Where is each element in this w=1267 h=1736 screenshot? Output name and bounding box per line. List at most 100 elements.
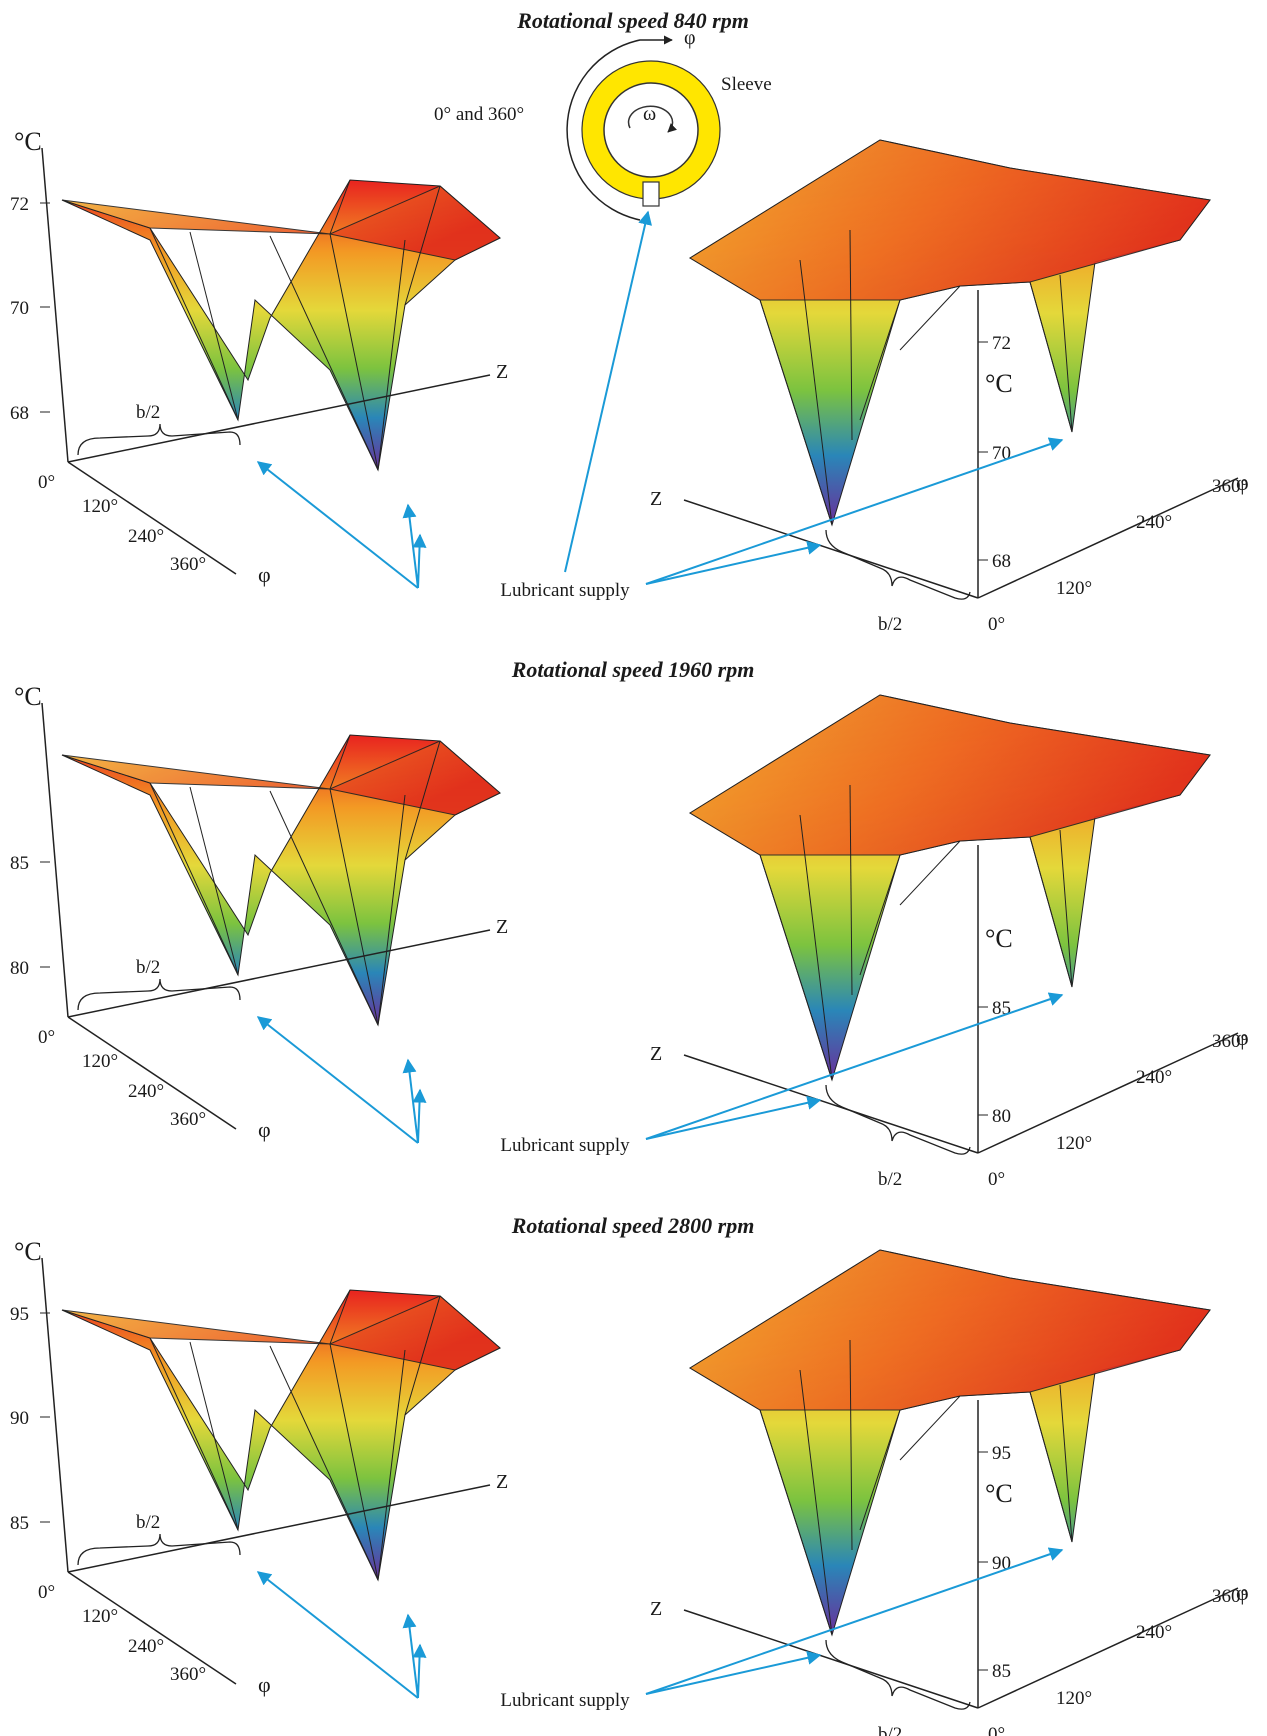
- phi-tick-label: 120°: [82, 496, 118, 517]
- surface-top-face: [61, 740, 501, 816]
- mesh-line: [377, 1349, 406, 1581]
- supply-arrow: [256, 461, 419, 589]
- brace-label: b/2: [136, 957, 160, 978]
- supply-arrow: [412, 1643, 427, 1699]
- mesh-line: [149, 227, 239, 421]
- phi-tick-label: 360°: [1212, 476, 1248, 497]
- mesh-line: [149, 1337, 239, 1531]
- mesh-line: [329, 788, 379, 1026]
- temperature-axis-title: °C: [985, 369, 1013, 398]
- phi-tick-label: 240°: [128, 526, 164, 547]
- supply-arrow: [645, 1650, 822, 1695]
- temperature-axis-title: °C: [14, 1237, 42, 1266]
- phi-tick-label: 120°: [1056, 1133, 1092, 1154]
- z-axis-title: Z: [496, 916, 508, 938]
- z-axis: [67, 929, 491, 1018]
- supply-arrow: [402, 1058, 419, 1144]
- mesh-line: [799, 814, 833, 1081]
- mesh-line: [329, 233, 379, 471]
- z-axis-title: Z: [496, 1471, 508, 1493]
- surface-top-face: [61, 185, 501, 261]
- mesh-line: [799, 1369, 833, 1636]
- phi-tick-label: 120°: [82, 1051, 118, 1072]
- z-axis: [683, 1054, 979, 1154]
- supply-hole: [642, 181, 660, 207]
- phi-tick-label: 120°: [1056, 1688, 1092, 1709]
- temperature-tick-label: 72: [992, 333, 1011, 354]
- z-axis-title: Z: [496, 361, 508, 383]
- half-width-brace: [825, 529, 971, 600]
- phi-tick-label: 240°: [1136, 1067, 1172, 1088]
- phi-axis: [977, 1587, 1239, 1709]
- phi-axis-title: φ: [258, 1117, 271, 1142]
- phi-tick-label: 360°: [170, 554, 206, 575]
- supply-arrow: [645, 1095, 822, 1140]
- temperature-tick-label: 95: [10, 1304, 29, 1325]
- surface-top-face: [689, 694, 1211, 856]
- phi-tick-label: 240°: [128, 1081, 164, 1102]
- surface-top-face: [689, 139, 1211, 301]
- inset-phi-label: φ: [684, 27, 696, 49]
- inset-zero-label: 0° and 360°: [434, 104, 524, 125]
- mesh-line: [849, 229, 853, 441]
- temperature-axis: [41, 702, 69, 1018]
- half-width-brace: [77, 1533, 241, 1566]
- phi-zero-label: 0°: [38, 1027, 55, 1048]
- inset-sleeve-label: Sleeve: [721, 74, 772, 95]
- phi-tick-label: 360°: [170, 1664, 206, 1685]
- temperature-tick-label: 80: [992, 1106, 1011, 1127]
- omega-rotation-arrow: [627, 105, 677, 133]
- phi-axis: [977, 1032, 1239, 1154]
- mesh-line: [269, 1345, 379, 1581]
- phi-zero-label: 0°: [988, 614, 1005, 635]
- mesh-line: [329, 179, 351, 235]
- z-axis: [67, 1484, 491, 1573]
- brace-label: b/2: [136, 1512, 160, 1533]
- mesh-line: [759, 1409, 833, 1636]
- surface-top-face: [689, 1249, 1211, 1411]
- supply-arrow: [645, 992, 1064, 1140]
- mesh-line: [759, 854, 833, 1081]
- supply-arrow: [402, 503, 419, 589]
- mesh-line: [899, 1395, 961, 1461]
- temperature-axis: [41, 147, 69, 463]
- panel-left-1: °C 68 70 72 0° 120° 240° 360° φ Zb/2: [10, 127, 508, 589]
- phi-tick-label: 360°: [1212, 1586, 1248, 1607]
- mesh-line: [1059, 274, 1073, 433]
- mesh-line: [269, 235, 379, 471]
- phi-axis-title: φ: [258, 1672, 271, 1697]
- phi-tick-label: 240°: [128, 1636, 164, 1657]
- supply-arrow: [412, 533, 427, 589]
- phi-axis: [977, 477, 1239, 599]
- panel-left-3: °C 85 90 95 0° 120° 240° 360° φ Zb/2: [10, 1237, 508, 1699]
- phi-axis-title: φ: [1236, 1025, 1249, 1050]
- phi-zero-label: 0°: [988, 1169, 1005, 1190]
- panel-title-1: Rotational speed 840 rpm: [516, 8, 749, 33]
- panel-title-2: Rotational speed 1960 rpm: [511, 657, 755, 682]
- supply-arrow: [645, 437, 1064, 585]
- temperature-tick-label: 85: [10, 853, 29, 874]
- supply-arrow: [256, 1016, 419, 1144]
- mesh-line: [759, 299, 833, 526]
- mesh-line: [799, 259, 833, 526]
- mesh-line: [189, 786, 239, 976]
- mesh-line: [849, 784, 853, 996]
- supply-arrow: [256, 1571, 419, 1699]
- temperature-axis: [41, 1257, 69, 1573]
- mesh-line: [1059, 829, 1073, 988]
- z-axis: [683, 1609, 979, 1709]
- z-axis-title: Z: [650, 488, 662, 510]
- z-axis: [67, 374, 491, 463]
- inset-supply-arrow: [564, 210, 652, 573]
- phi-tick-label: 120°: [1056, 578, 1092, 599]
- lubricant-supply-label: Lubricant supply: [500, 1690, 630, 1711]
- supply-arrow: [402, 1613, 419, 1699]
- brace-label: b/2: [136, 402, 160, 423]
- phi-direction-arrow: [566, 35, 673, 221]
- phi-zero-label: 0°: [38, 1582, 55, 1603]
- panel-left-2: °C 80 85 0° 120° 240° 360° φ Zb/2: [10, 682, 508, 1144]
- mesh-line: [899, 285, 961, 351]
- temperature-axis-title: °C: [14, 127, 42, 156]
- half-width-brace: [77, 978, 241, 1011]
